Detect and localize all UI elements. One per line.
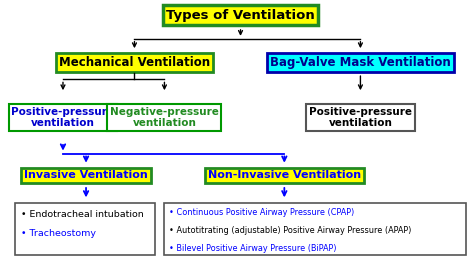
Text: Bag-Valve Mask Ventilation: Bag-Valve Mask Ventilation: [270, 56, 451, 69]
Text: Positive-pressure
ventilation: Positive-pressure ventilation: [309, 107, 412, 128]
Text: • Tracheostomy: • Tracheostomy: [21, 229, 97, 238]
Text: Positive-pressure
ventilation: Positive-pressure ventilation: [11, 107, 115, 128]
Text: • Endotracheal intubation: • Endotracheal intubation: [21, 210, 144, 219]
Text: Non-Invasive Ventilation: Non-Invasive Ventilation: [208, 170, 361, 180]
Text: • Bilevel Positive Airway Pressure (BiPAP): • Bilevel Positive Airway Pressure (BiPA…: [169, 244, 337, 253]
Text: Negative-pressure
ventilation: Negative-pressure ventilation: [110, 107, 219, 128]
Text: Mechanical Ventilation: Mechanical Ventilation: [59, 56, 210, 69]
FancyBboxPatch shape: [164, 203, 466, 256]
FancyBboxPatch shape: [15, 203, 155, 256]
Text: • Autotitrating (adjustable) Positive Airway Pressure (APAP): • Autotitrating (adjustable) Positive Ai…: [169, 226, 411, 235]
Text: • Continuous Positive Airway Pressure (CPAP): • Continuous Positive Airway Pressure (C…: [169, 208, 354, 216]
Text: Types of Ventilation: Types of Ventilation: [166, 9, 315, 22]
Text: Invasive Ventilation: Invasive Ventilation: [24, 170, 148, 180]
